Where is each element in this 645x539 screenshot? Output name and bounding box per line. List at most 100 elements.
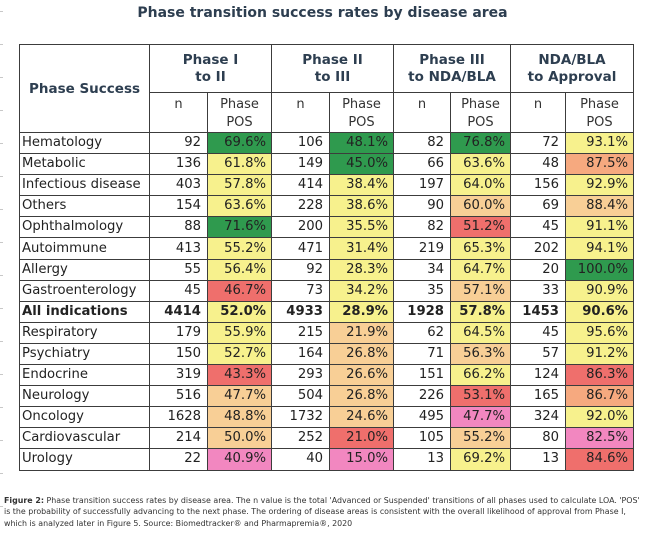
table-row: Hematology 92 69.6% 106 48.1% 82 76.8% 72 93.1% [19,131,634,155]
n-value: 124 [510,364,566,387]
disease-name: Urology [19,448,150,471]
n-value: 90 [393,195,451,218]
n-value: 13 [510,448,566,471]
pos-value: 56.3% [450,342,511,366]
pos-value: 15.0% [329,448,394,471]
n-value: 45 [510,216,566,239]
n-value: 62 [393,321,451,344]
pos-value: 91.2% [565,342,634,366]
n-value: 82 [393,131,451,155]
n-value: 164 [271,342,330,366]
pos-value: 69.6% [207,131,272,155]
margin-tick [0,242,3,243]
n-value: 22 [149,448,208,471]
margin-tick [0,209,3,210]
pos-value: 38.4% [329,174,394,197]
pos-value: 60.0% [450,195,511,218]
pos-value: 53.1% [450,385,511,408]
caption-text: Phase transition success rates by diseas… [4,496,640,528]
disease-name: Autoimmune [19,237,150,260]
n-value: 504 [271,385,330,408]
table-row: Others 154 63.6% 228 38.6% 90 60.0% 69 88.4% [19,195,634,218]
margin-tick [0,176,3,177]
pos-value: 40.9% [207,448,272,471]
n-value: 413 [149,237,208,260]
phase-header: Phase III to NDA/BLA [393,44,511,93]
disease-name: Hematology [19,131,150,155]
n-value: 92 [149,131,208,155]
pos-value: 55.2% [207,237,272,260]
n-value: 324 [510,406,566,429]
margin-tick [0,308,3,309]
n-value: 150 [149,342,208,366]
pos-value: 61.8% [207,153,272,176]
n-value: 228 [271,195,330,218]
n-value: 165 [510,385,566,408]
pos-value: 90.9% [565,279,634,302]
n-value: 293 [271,364,330,387]
margin-tick [0,143,3,144]
table-row: Neurology 516 47.7% 504 26.8% 226 53.1% 165 86.7… [19,385,634,408]
pos-value: 69.2% [450,448,511,471]
disease-name: Endocrine [19,364,150,387]
margin-tick [0,440,3,441]
pos-value: 86.3% [565,364,634,387]
n-value: 1732 [271,406,330,429]
table-row: Cardiovascular 214 50.0% 252 21.0% 105 55.2% 80… [19,427,634,450]
pos-value: 48.8% [207,406,272,429]
margin-tick [0,341,3,342]
n-value: 71 [393,342,451,366]
pos-value: 57.8% [207,174,272,197]
pos-value: 63.6% [450,153,511,176]
n-value: 57 [510,342,566,366]
n-value: 200 [271,216,330,239]
pos-value: 51.2% [450,216,511,239]
n-value: 319 [149,364,208,387]
n-value: 252 [271,427,330,450]
n-value: 45 [149,279,208,302]
table-row: Allergy 55 56.4% 92 28.3% 34 64.7% 20 100.0% [19,258,634,281]
n-value: 403 [149,174,208,197]
margin-tick [0,275,3,276]
sub-header-pos: Phase POS [450,92,511,133]
pos-value: 56.4% [207,258,272,281]
n-value: 105 [393,427,451,450]
sub-header-pos: Phase POS [565,92,634,133]
n-value: 4933 [271,300,330,323]
n-value: 45 [510,321,566,344]
n-value: 156 [510,174,566,197]
n-value: 136 [149,153,208,176]
pos-value: 28.3% [329,258,394,281]
n-value: 151 [393,364,451,387]
n-value: 69 [510,195,566,218]
pos-value: 46.7% [207,279,272,302]
n-value: 1628 [149,406,208,429]
disease-name: Ophthalmology [19,216,150,239]
margin-tick [0,374,3,375]
n-value: 495 [393,406,451,429]
n-value: 414 [271,174,330,197]
pos-value: 63.6% [207,195,272,218]
n-value: 40 [271,448,330,471]
n-value: 82 [393,216,451,239]
n-value: 226 [393,385,451,408]
table-row: Autoimmune 413 55.2% 471 31.4% 219 65.3% 202 94.… [19,237,634,260]
n-value: 106 [271,131,330,155]
pos-value: 93.1% [565,131,634,155]
sub-header-n: n [510,92,566,133]
pos-value: 21.9% [329,321,394,344]
table-body: Hematology 92 69.6% 106 48.1% 82 76.8% 72 93.1% M… [19,131,634,471]
pos-value: 35.5% [329,216,394,239]
n-value: 516 [149,385,208,408]
page-title: Phase transition success rates by diseas… [137,5,508,21]
n-value: 35 [393,279,451,302]
margin-tick [0,506,3,507]
margin-tick [0,473,3,474]
figure-caption: Figure 2: Phase transition success rates… [4,495,641,529]
n-value: 197 [393,174,451,197]
n-value: 1453 [510,300,566,323]
pos-value: 64.7% [450,258,511,281]
pos-value: 86.7% [565,385,634,408]
